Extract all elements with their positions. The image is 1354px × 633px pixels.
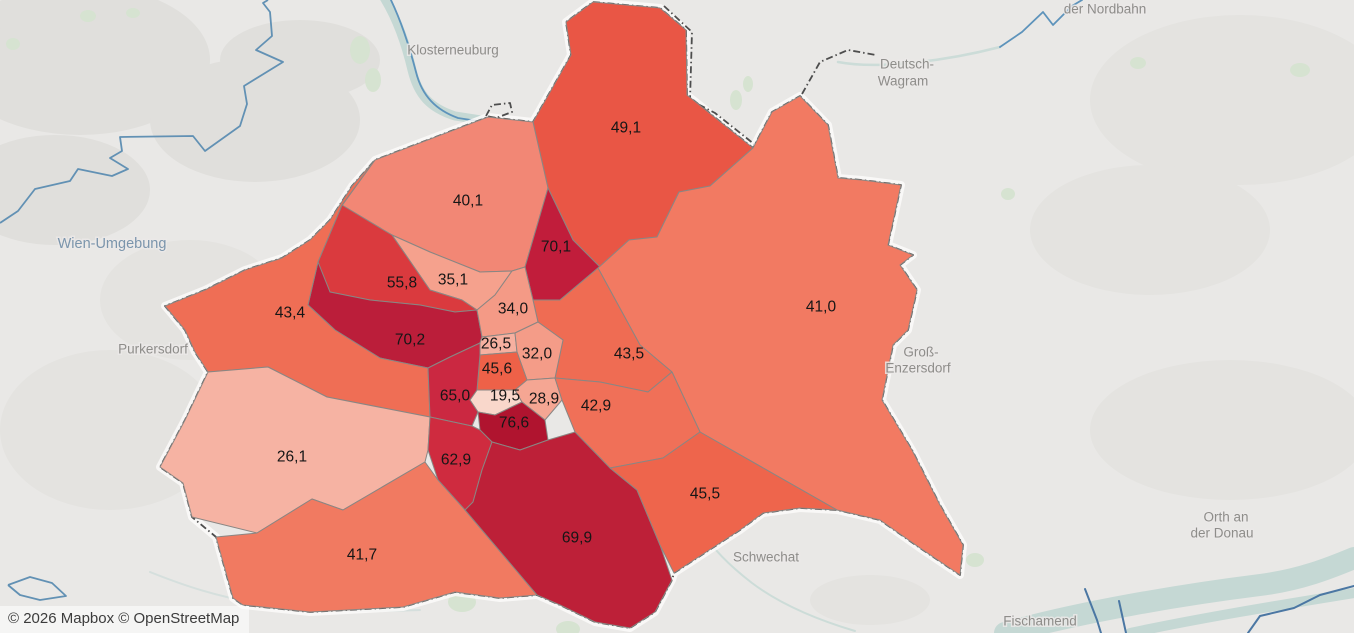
district-shape[interactable] xyxy=(464,431,673,629)
place-label: der Nordbahn xyxy=(1064,2,1147,17)
district-value-label: 70,1 xyxy=(541,239,571,256)
place-label: Deutsch- xyxy=(880,57,934,72)
place-label: Wagram xyxy=(878,74,929,89)
district-value-label: 45,6 xyxy=(482,361,512,378)
district-value-label: 35,1 xyxy=(438,272,468,289)
districts-layer: 49,1 40,1 70,1 41,0 43,5 35,1 55,8 70,2 43,4 34,0… xyxy=(159,1,964,629)
danube-side-arm-se xyxy=(1125,588,1354,633)
place-label: Enzersdorf xyxy=(885,361,951,376)
district-value-label: 26,1 xyxy=(277,449,307,466)
district-value-label: 69,9 xyxy=(562,530,592,547)
river-fischamend-1 xyxy=(1084,588,1102,633)
district-value-label: 65,0 xyxy=(440,388,471,405)
attribution-text[interactable]: © 2026 Mapbox © OpenStreetMap xyxy=(8,610,240,627)
district-value-label: 43,4 xyxy=(275,305,306,322)
water-layer xyxy=(149,0,1354,633)
district-value-label: 40,1 xyxy=(453,193,483,210)
district-value-label: 19,5 xyxy=(490,388,520,405)
district-value-label: 62,9 xyxy=(441,452,471,469)
place-label: Klosterneuburg xyxy=(407,43,499,58)
boundary-outline-sw xyxy=(7,576,67,601)
district-value-label: 43,5 xyxy=(614,346,644,363)
district-shape[interactable] xyxy=(597,95,964,576)
district-value-label: 28,9 xyxy=(529,391,559,408)
boundary-spur-ne xyxy=(801,49,877,95)
district-value-label: 70,2 xyxy=(395,332,425,349)
place-label: Orth an xyxy=(1203,510,1248,525)
place-label: Wien-Umgebung xyxy=(58,236,167,252)
district-value-label: 55,8 xyxy=(387,275,417,292)
river-fischamend-2 xyxy=(1118,600,1127,633)
river-nordbahn xyxy=(999,0,1083,48)
place-label: Purkersdorf xyxy=(118,342,188,357)
district-value-label: 26,5 xyxy=(481,336,511,353)
district-value-label: 45,5 xyxy=(690,486,720,503)
place-label: Groß- xyxy=(903,345,938,360)
district-value-label: 41,7 xyxy=(347,547,377,564)
place-labels-layer: der Nordbahn Deutsch- Wagram Klosterneuburg… xyxy=(56,0,1255,630)
map-attribution[interactable]: © 2026 Mapbox © OpenStreetMap xyxy=(0,606,250,633)
danube-river-band-se xyxy=(994,547,1354,633)
district-value-label: 41,0 xyxy=(806,299,837,316)
district-value-label: 42,9 xyxy=(581,398,611,415)
district-value-label: 76,6 xyxy=(499,415,529,432)
danube-river-line-nw xyxy=(389,0,523,129)
place-label: Schwechat xyxy=(733,550,799,565)
place-label: der Donau xyxy=(1190,526,1253,541)
district-value-label: 49,1 xyxy=(611,120,641,137)
danube-line-se xyxy=(1247,585,1354,633)
district-value-label: 32,0 xyxy=(522,346,553,363)
district-shape[interactable] xyxy=(609,431,838,574)
state-boundary-nw xyxy=(0,0,284,224)
district-value-label: 34,0 xyxy=(498,301,529,318)
place-label: Fischamend xyxy=(1003,614,1077,629)
river-ne xyxy=(836,45,1002,67)
